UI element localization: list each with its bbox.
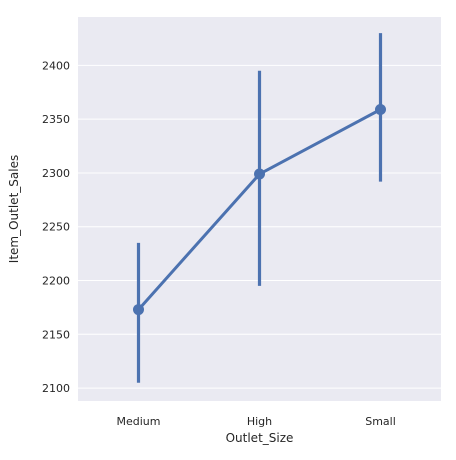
y-tick-label: 2350 — [42, 113, 70, 126]
data-point — [133, 304, 144, 316]
y-tick-labels: 2100 2150 2200 2250 2300 2350 2400 — [42, 59, 70, 395]
y-tick-label: 2200 — [42, 275, 70, 288]
data-point — [254, 168, 265, 180]
x-tick-labels: Medium High Small — [117, 415, 396, 428]
series-layer — [133, 33, 386, 383]
y-tick-label: 2250 — [42, 221, 70, 234]
x-tick-label: Medium — [117, 415, 161, 428]
y-tick-label: 2300 — [42, 167, 70, 180]
x-tick-label: Small — [365, 415, 396, 428]
x-tick-label: High — [247, 415, 272, 428]
y-tick-label: 2400 — [42, 59, 70, 72]
y-axis-label: Item_Outlet_Sales — [7, 155, 21, 263]
y-tick-label: 2150 — [42, 328, 70, 341]
y-tick-label: 2100 — [42, 382, 70, 395]
data-point — [375, 104, 386, 116]
x-axis-label: Outlet_Size — [226, 431, 294, 445]
